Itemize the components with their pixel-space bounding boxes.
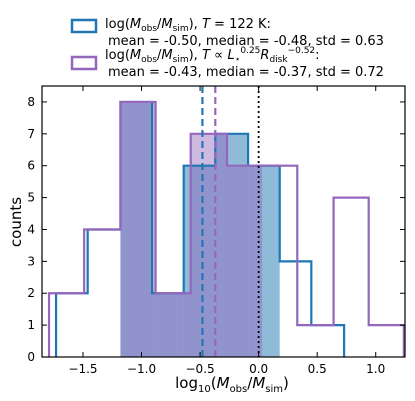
x-tick-label: −1.0	[127, 362, 156, 376]
x-tick-label: 1.0	[366, 362, 385, 376]
y-axis-label: counts	[7, 197, 25, 247]
bar-series-1-bin-4	[183, 165, 216, 357]
y-tick-label: 4	[27, 222, 35, 236]
plot-area: −1.5 −1.0 −0.5 0.0 0.5 1.0 0 1 2 3 4 5 6 7 8	[27, 85, 406, 376]
y-tick-label: 2	[27, 286, 35, 300]
x-tick-label: −1.5	[68, 362, 97, 376]
y-tick-label: 7	[27, 127, 35, 141]
x-tick-label: 0.0	[249, 362, 268, 376]
y-tick-label: 5	[27, 191, 35, 205]
y-tick-label: 1	[27, 318, 35, 332]
legend-label-series-2: log(Mobs/Msim), T ∝ L⋆0.25Rdisk−0.52:	[105, 46, 320, 65]
bar-series-1-bin-5	[215, 133, 249, 357]
legend-label-series-1: log(Mobs/Msim), T = 122 K:	[105, 17, 271, 34]
bar-series-1-bin-3	[152, 293, 184, 357]
bar-series-2-bin-3	[155, 293, 191, 357]
axes-frame	[41, 85, 406, 358]
legend-swatch-series-2	[70, 55, 98, 71]
bar-series-2-bin-5	[227, 165, 263, 357]
legend-stats-series-1: mean = -0.50, median = -0.48, std = 0.63	[108, 34, 384, 49]
bar-series-2-bin-2	[120, 101, 156, 357]
bar-series-1-bin-6	[248, 165, 280, 357]
legend-stats-series-2: mean = -0.43, median = -0.37, std = 0.72	[108, 65, 384, 80]
legend-swatch-series-1	[70, 18, 98, 34]
y-tick-label: 6	[27, 159, 35, 173]
bar-series-1-bin-2	[120, 101, 153, 357]
histogram-outline-series-2	[47, 100, 405, 357]
legend: log(Mobs/Msim), T = 122 K: mean = -0.50,…	[70, 17, 384, 80]
x-axis-label: log10(Mobs/Msim)	[175, 374, 289, 395]
y-tick-label: 3	[27, 254, 35, 268]
x-tick-label: 0.5	[308, 362, 327, 376]
bar-series-2-bin-4	[190, 133, 228, 357]
y-tick-label: 8	[27, 95, 35, 109]
x-tick-label: −0.5	[186, 362, 215, 376]
y-tick-label: 0	[27, 350, 35, 364]
